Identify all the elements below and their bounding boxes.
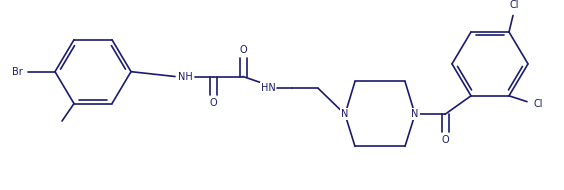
Text: Cl: Cl xyxy=(509,0,519,10)
Text: O: O xyxy=(441,135,449,145)
Text: HN: HN xyxy=(261,83,275,93)
Text: O: O xyxy=(209,98,217,108)
Text: Br: Br xyxy=(12,67,23,77)
Text: N: N xyxy=(411,109,418,119)
Text: NH: NH xyxy=(178,71,192,82)
Text: Cl: Cl xyxy=(534,99,544,108)
Text: N: N xyxy=(341,109,349,119)
Text: O: O xyxy=(239,45,247,55)
